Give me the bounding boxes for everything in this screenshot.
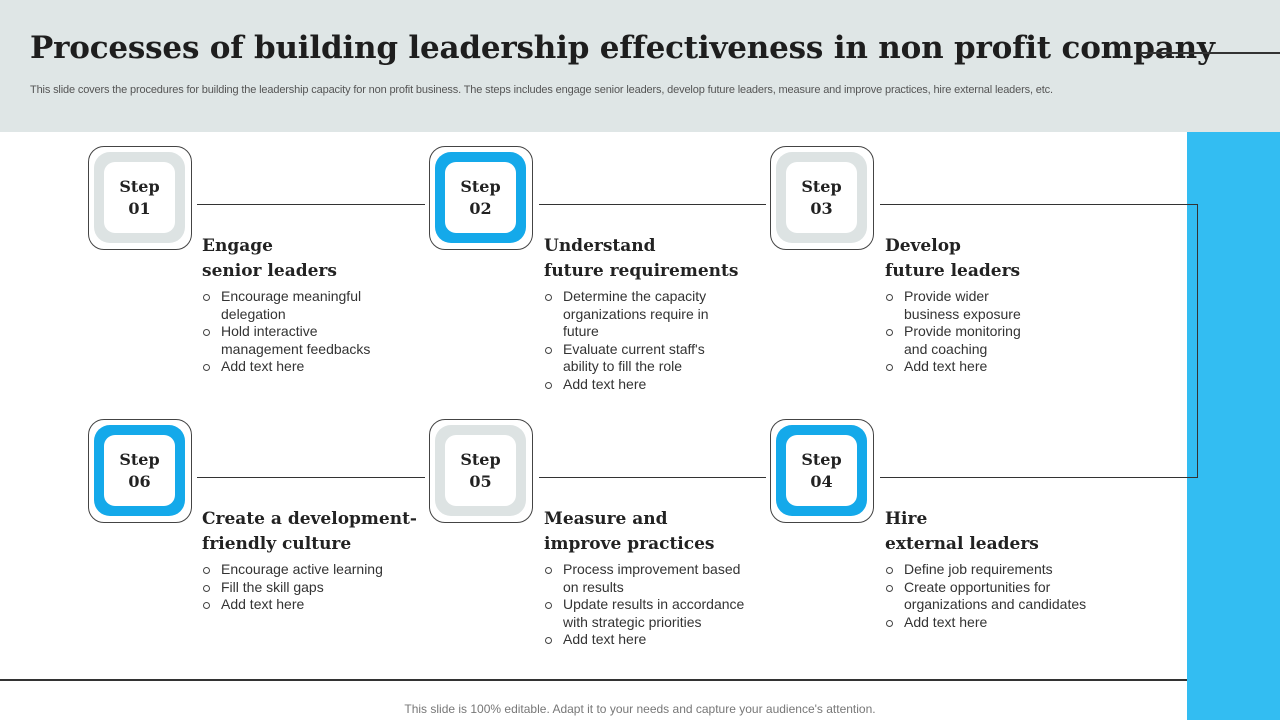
step-badge-05: Step 05 xyxy=(429,419,533,523)
step-ring: Step 02 xyxy=(435,152,526,243)
bullet-list: Determine the capacity organizations req… xyxy=(544,288,774,393)
step-number: 04 xyxy=(810,471,833,491)
step-badge-04: Step 04 xyxy=(770,419,874,523)
step-title-line: future leaders xyxy=(885,261,1021,281)
bullet-item: Add text here xyxy=(202,596,427,614)
step-title-line: friendly culture xyxy=(202,534,352,554)
step-badge-01: Step 01 xyxy=(88,146,192,250)
step-title: Measure and improve practices xyxy=(544,507,774,557)
bullet-item: Hold interactive management feedbacks xyxy=(202,323,391,358)
step-title-line: Understand xyxy=(544,236,656,256)
bullet-item: Add text here xyxy=(544,631,774,649)
step-number: 06 xyxy=(128,471,151,491)
bullet-item: Provide monitoring and coaching xyxy=(885,323,1034,358)
step-title-line: senior leaders xyxy=(202,261,337,281)
step-card-05: Measure and improve practices Process im… xyxy=(544,507,774,649)
connector-03-right xyxy=(880,204,1198,205)
step-title-line: improve practices xyxy=(544,534,715,554)
bullet-list: Encourage meaningful delegation Hold int… xyxy=(202,288,432,376)
bullet-item: Process improvement based on results xyxy=(544,561,758,596)
step-title-line: Create a development- xyxy=(202,509,417,529)
bullet-item: Determine the capacity organizations req… xyxy=(544,288,718,341)
step-number: 05 xyxy=(469,471,492,491)
step-word: Step xyxy=(119,449,160,469)
connector-right-04 xyxy=(880,477,1198,478)
step-ring: Step 04 xyxy=(776,425,867,516)
step-label: Step 02 xyxy=(445,162,516,233)
step-card-02: Understand future requirements Determine… xyxy=(544,234,774,393)
step-title-line: Measure and xyxy=(544,509,668,529)
step-label: Step 03 xyxy=(786,162,857,233)
connector-01-02 xyxy=(197,204,425,205)
step-word: Step xyxy=(460,176,501,196)
step-label: Step 04 xyxy=(786,435,857,506)
step-badge-02: Step 02 xyxy=(429,146,533,250)
accent-side-bar xyxy=(1187,132,1280,720)
step-card-03: Develop future leaders Provide wider bus… xyxy=(885,234,1115,376)
step-badge-06: Step 06 xyxy=(88,419,192,523)
bullet-item: Evaluate current staff's ability to fill… xyxy=(544,341,718,376)
step-card-04: Hire external leaders Define job require… xyxy=(885,507,1125,631)
step-ring: Step 01 xyxy=(94,152,185,243)
step-card-01: Engage senior leaders Encourage meaningf… xyxy=(202,234,432,376)
bullet-list: Process improvement based on results Upd… xyxy=(544,561,774,649)
title-rule xyxy=(1140,52,1280,54)
header-band: Processes of building leadership effecti… xyxy=(0,0,1280,132)
connector-right-vertical xyxy=(1197,204,1198,478)
step-title: Understand future requirements xyxy=(544,234,774,284)
step-word: Step xyxy=(801,449,842,469)
step-title-line: future requirements xyxy=(544,261,739,281)
step-title: Develop future leaders xyxy=(885,234,1115,284)
step-number: 01 xyxy=(128,198,151,218)
bullet-item: Create opportunities for organizations a… xyxy=(885,579,1104,614)
connector-02-03 xyxy=(539,204,766,205)
bottom-rule xyxy=(0,679,1187,681)
connector-04-05 xyxy=(539,477,766,478)
bullet-item: Fill the skill gaps xyxy=(202,579,427,597)
bullet-item: Define job requirements xyxy=(885,561,1125,579)
page-title: Processes of building leadership effecti… xyxy=(30,30,1215,66)
step-label: Step 05 xyxy=(445,435,516,506)
step-label: Step 06 xyxy=(104,435,175,506)
bullet-item: Add text here xyxy=(885,614,1125,632)
step-title-line: Develop xyxy=(885,236,961,256)
bullet-list: Encourage active learning Fill the skill… xyxy=(202,561,427,614)
bullet-item: Update results in accordance with strate… xyxy=(544,596,763,631)
connector-05-06 xyxy=(197,477,425,478)
bullet-item: Add text here xyxy=(202,358,432,376)
bullet-item: Encourage active learning xyxy=(202,561,427,579)
step-card-06: Create a development- friendly culture E… xyxy=(202,507,427,614)
step-title: Create a development- friendly culture xyxy=(202,507,427,557)
page-subtitle: This slide covers the procedures for bui… xyxy=(30,84,1053,96)
footer-note: This slide is 100% editable. Adapt it to… xyxy=(404,702,876,716)
step-word: Step xyxy=(119,176,160,196)
step-ring: Step 05 xyxy=(435,425,526,516)
bullet-item: Encourage meaningful delegation xyxy=(202,288,391,323)
step-label: Step 01 xyxy=(104,162,175,233)
step-title-line: external leaders xyxy=(885,534,1039,554)
bullet-list: Provide wider business exposure Provide … xyxy=(885,288,1115,376)
step-number: 03 xyxy=(810,198,833,218)
step-word: Step xyxy=(460,449,501,469)
step-title: Engage senior leaders xyxy=(202,234,432,284)
bullet-item: Provide wider business exposure xyxy=(885,288,1034,323)
step-ring: Step 03 xyxy=(776,152,867,243)
step-number: 02 xyxy=(469,198,492,218)
bullet-list: Define job requirements Create opportuni… xyxy=(885,561,1125,631)
step-badge-03: Step 03 xyxy=(770,146,874,250)
bullet-item: Add text here xyxy=(885,358,1115,376)
bullet-item: Add text here xyxy=(544,376,774,394)
step-title-line: Hire xyxy=(885,509,928,529)
step-ring: Step 06 xyxy=(94,425,185,516)
step-title-line: Engage xyxy=(202,236,273,256)
step-title: Hire external leaders xyxy=(885,507,1125,557)
step-word: Step xyxy=(801,176,842,196)
